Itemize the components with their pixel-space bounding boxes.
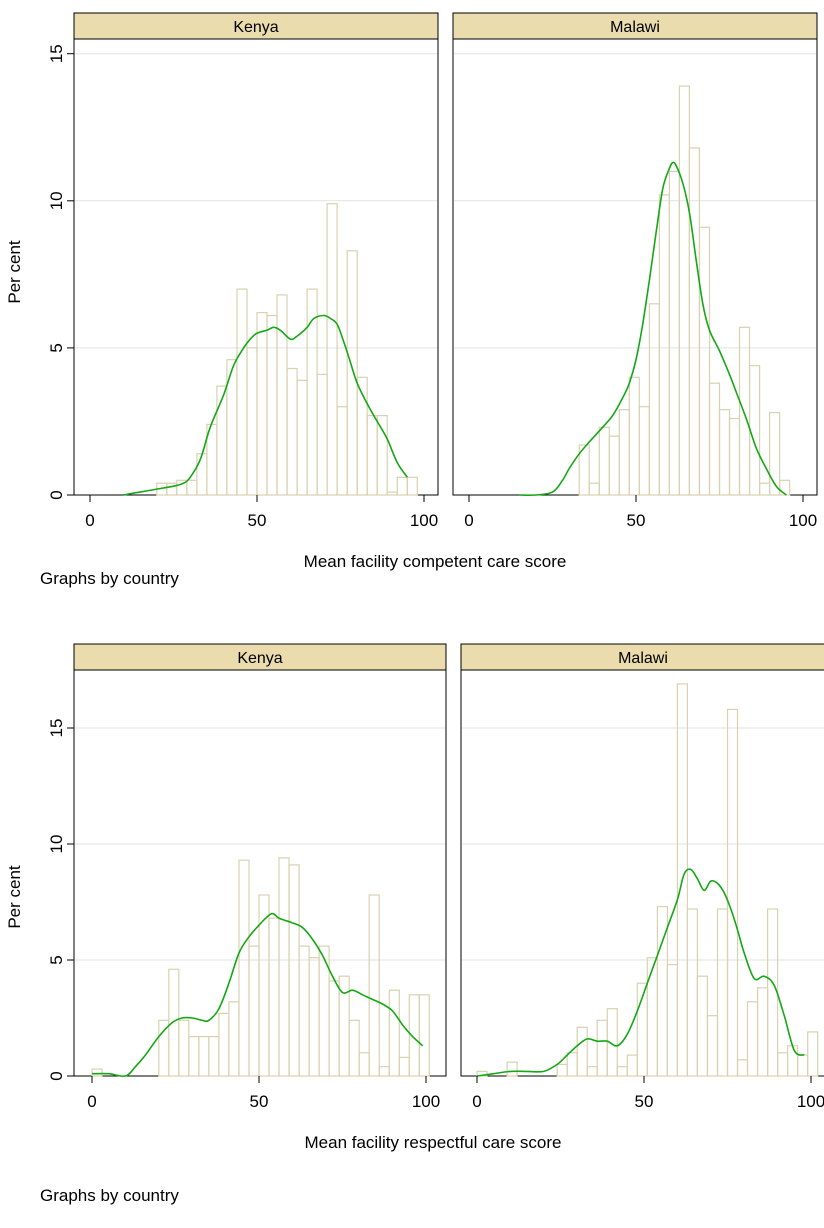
histogram-bar — [376, 415, 388, 496]
histogram-bar — [576, 1026, 588, 1077]
x-tick-label: 0 — [464, 511, 473, 530]
panel-header — [452, 12, 818, 40]
y-tick-label: 15 — [47, 719, 66, 738]
histogram-bar — [807, 1031, 819, 1077]
x-ticks: 0 50 100 — [85, 495, 438, 530]
histogram-bars — [578, 85, 791, 496]
x-tick-label: 50 — [248, 511, 267, 530]
panel-header — [73, 12, 439, 40]
graphs-by-note: Graphs by country — [40, 569, 179, 588]
histogram-bars — [91, 857, 430, 1077]
x-ticks: 0 50 100 — [472, 1076, 824, 1111]
histogram-bar — [346, 250, 358, 496]
y-tick-label: 0 — [47, 490, 66, 499]
panel-title: Malawi — [618, 650, 668, 667]
histogram-bar — [506, 1061, 518, 1077]
histogram-bar — [388, 989, 400, 1077]
y-ticks: 0 5 10 15 — [47, 719, 74, 1081]
panel-malawi-respectful: Malawi 0 50 100 — [460, 643, 824, 1111]
x-tick-label: 0 — [472, 1092, 481, 1111]
y-tick-label: 10 — [47, 191, 66, 210]
panel-title: Kenya — [233, 19, 278, 36]
histogram-bar — [91, 1068, 103, 1077]
y-ticks: 0 5 10 15 — [47, 44, 74, 500]
histogram-bars — [476, 683, 819, 1077]
plot-frame — [73, 38, 439, 496]
figure-respectful-care: Per cent Kenya 0 50 100 0 5 10 15 Malawi 0 50 1… — [5, 643, 824, 1205]
x-tick-label: 50 — [627, 511, 646, 530]
x-tick-label: 50 — [635, 1092, 654, 1111]
histogram-bars — [156, 203, 418, 496]
plot-frame — [460, 669, 824, 1077]
y-tick-label: 10 — [47, 835, 66, 854]
histogram-bar — [606, 1008, 618, 1077]
x-tick-label: 0 — [85, 511, 94, 530]
panel-kenya-respectful: Kenya 0 50 100 0 5 10 15 — [47, 643, 447, 1111]
figure-competent-care: Per cent Kenya 0 50 100 0 5 10 15 Malawi 0 50 1… — [5, 12, 818, 588]
x-ticks: 0 50 100 — [87, 1076, 440, 1111]
x-tick-label: 100 — [410, 511, 438, 530]
histogram-bar — [326, 203, 338, 496]
panel-title: Kenya — [237, 650, 282, 667]
x-tick-label: 100 — [789, 511, 817, 530]
histogram-bar — [778, 479, 791, 496]
density-line — [476, 868, 805, 1077]
graphs-by-note: Graphs by country — [40, 1186, 179, 1205]
histogram-bar — [578, 444, 590, 496]
x-tick-label: 0 — [87, 1092, 96, 1111]
y-tick-label: 15 — [47, 44, 66, 63]
x-tick-label: 50 — [250, 1092, 269, 1111]
panel-kenya-competent: Kenya 0 50 100 0 5 10 15 — [47, 12, 439, 530]
y-tick-label: 5 — [47, 955, 66, 964]
x-ticks: 0 50 100 — [464, 495, 817, 530]
x-axis-label: Mean facility respectful care score — [305, 1133, 562, 1152]
panel-title: Malawi — [610, 19, 660, 36]
density-line — [91, 912, 424, 1078]
x-axis-label: Mean facility competent care score — [304, 552, 567, 571]
y-tick-label: 0 — [47, 1071, 66, 1080]
histogram-bar — [676, 683, 689, 1077]
y-axis-label: Per cent — [5, 865, 24, 929]
density-line — [123, 314, 408, 496]
histogram-bar — [698, 226, 711, 496]
gridlines — [454, 53, 816, 349]
histogram-bar — [348, 1019, 360, 1077]
histogram-bar — [768, 412, 781, 496]
x-tick-label: 100 — [797, 1092, 824, 1111]
x-tick-label: 100 — [412, 1092, 440, 1111]
plot-frame — [73, 669, 447, 1077]
histogram-bar — [418, 994, 430, 1077]
density-line — [519, 161, 787, 497]
histogram-bar — [726, 708, 739, 1077]
y-tick-label: 5 — [47, 343, 66, 352]
histogram-bar — [406, 476, 418, 496]
y-axis-label: Per cent — [5, 240, 24, 304]
histogram-bar — [368, 894, 380, 1077]
plot-frame — [452, 38, 818, 496]
panel-malawi-competent: Malawi 0 50 100 — [452, 12, 818, 530]
gridlines — [75, 727, 445, 961]
